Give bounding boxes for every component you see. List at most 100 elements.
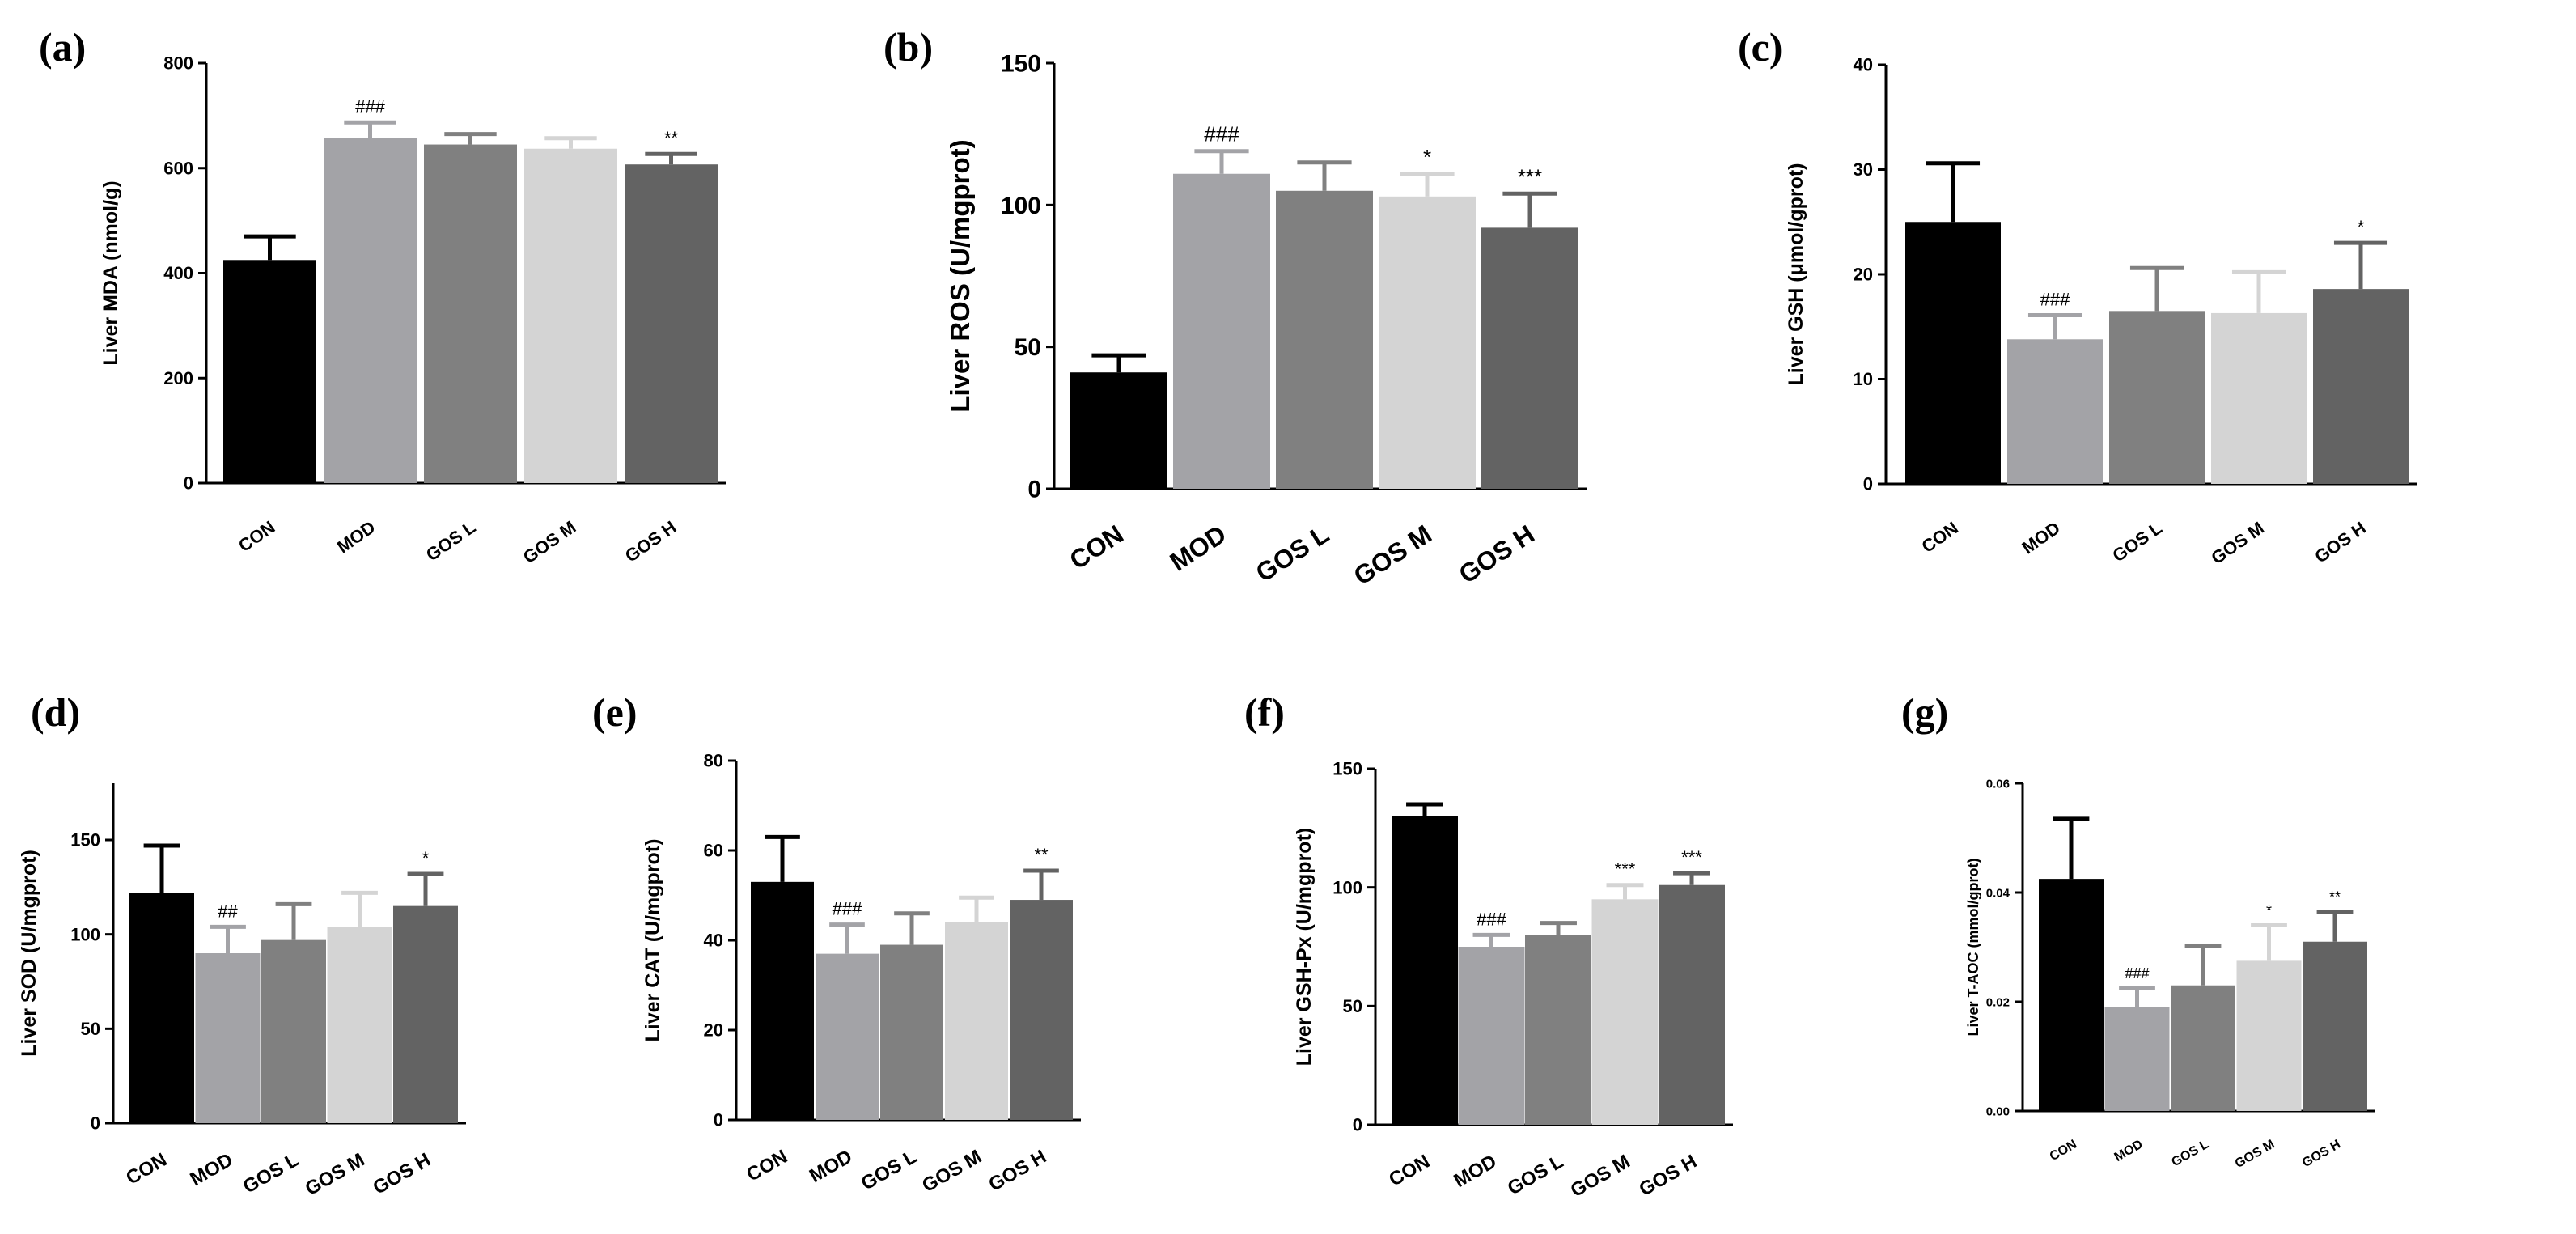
bar xyxy=(393,905,458,1123)
significance-label: * xyxy=(2358,217,2365,237)
y-tick-label: 0.06 xyxy=(1986,777,2010,791)
bar xyxy=(1392,816,1458,1125)
y-tick-label: 40 xyxy=(704,931,723,951)
significance-label: * xyxy=(2266,903,2272,919)
significance-label: ** xyxy=(2329,889,2341,905)
bar xyxy=(1276,190,1373,490)
y-tick-label: 600 xyxy=(163,158,193,178)
bar xyxy=(129,893,194,1123)
bar xyxy=(2109,311,2205,484)
bar xyxy=(324,138,417,484)
y-axis-label: Liver GSH (μmol/gprot) xyxy=(1785,163,1807,385)
significance-label: *** xyxy=(1615,859,1636,880)
y-axis-label: Liver ROS (U/mgprot) xyxy=(945,139,975,412)
y-axis-label: Liver SOD (U/mgprot) xyxy=(18,850,40,1057)
category-label: GOS L xyxy=(422,517,479,566)
category-label: GOS H xyxy=(985,1146,1050,1196)
y-tick-label: 60 xyxy=(704,841,723,861)
category-label: MOD xyxy=(1451,1151,1501,1192)
significance-label: ** xyxy=(664,128,679,148)
bar xyxy=(2303,941,2367,1111)
category-label: CON xyxy=(1385,1151,1434,1191)
panel-label: (b) xyxy=(883,24,933,70)
y-tick-label: 200 xyxy=(163,368,193,388)
bar xyxy=(2039,879,2104,1111)
category-label: GOS L xyxy=(239,1149,303,1198)
significance-label: ### xyxy=(2040,290,2070,310)
bar xyxy=(2171,985,2235,1111)
bar xyxy=(2236,960,2302,1111)
category-label: GOS H xyxy=(2311,518,2369,567)
category-label: MOD xyxy=(333,517,379,558)
chart-panel: (g) 0.00 0.02 0.04 0.06 Liver T-AOC (mmol/gpr… xyxy=(1901,689,2375,1171)
y-tick-label: 30 xyxy=(1854,159,1873,180)
bar xyxy=(327,927,392,1123)
panel-label: (c) xyxy=(1738,24,1783,70)
bar xyxy=(195,953,261,1123)
y-tick-label: 0.00 xyxy=(1986,1105,2010,1118)
category-label: GOS L xyxy=(1251,519,1334,587)
panel-label: (f) xyxy=(1244,689,1285,735)
bar xyxy=(1659,884,1725,1125)
y-tick-label: 40 xyxy=(1854,55,1873,75)
y-axis-label: Liver MDA (nmol/g) xyxy=(100,180,122,365)
y-tick-label: 80 xyxy=(704,751,723,771)
category-label: CON xyxy=(743,1146,791,1186)
significance-label: *** xyxy=(1681,847,1702,867)
y-tick-label: 100 xyxy=(1001,193,1041,219)
category-label: GOS H xyxy=(2300,1138,2343,1171)
significance-label: ## xyxy=(218,901,238,921)
chart-panel: (e) 0 20 40 60 80 Liver CAT (U/mgprot) CON ### MO… xyxy=(592,689,1081,1197)
category-label: GOS H xyxy=(1636,1151,1701,1201)
bar xyxy=(880,944,943,1120)
category-label: CON xyxy=(122,1149,171,1189)
category-label: GOS M xyxy=(1567,1151,1634,1202)
category-label: GOS M xyxy=(2207,518,2267,569)
significance-label: ** xyxy=(1034,845,1049,865)
category-label: GOS H xyxy=(1454,519,1540,589)
significance-label: *** xyxy=(1518,164,1542,189)
y-tick-label: 0 xyxy=(1863,474,1873,494)
y-tick-label: 100 xyxy=(70,924,100,944)
category-label: CON xyxy=(2048,1138,2079,1164)
y-tick-label: 150 xyxy=(1332,759,1362,779)
category-label: GOS L xyxy=(1504,1151,1567,1200)
y-tick-label: 20 xyxy=(1854,265,1873,285)
category-label: GOS L xyxy=(858,1146,921,1195)
category-label: GOS M xyxy=(519,517,579,568)
bar xyxy=(261,939,326,1123)
panel-label: (d) xyxy=(31,689,80,735)
category-label: MOD xyxy=(806,1146,856,1187)
panel-label: (g) xyxy=(1901,689,1948,735)
y-tick-label: 50 xyxy=(1343,996,1362,1016)
category-label: GOS M xyxy=(2233,1138,2277,1171)
bar xyxy=(1525,935,1591,1125)
bar xyxy=(625,164,718,484)
bar xyxy=(2104,1007,2170,1111)
chart-panel: (c) 0 10 20 30 40 Liver GSH (μmol/gprot) CON ###… xyxy=(1738,24,2417,568)
category-label: CON xyxy=(1065,519,1129,575)
bar xyxy=(223,260,316,483)
significance-label: ### xyxy=(355,96,385,117)
y-tick-label: 800 xyxy=(163,53,193,74)
category-label: CON xyxy=(1917,518,1961,558)
y-tick-label: 50 xyxy=(81,1019,100,1039)
category-label: GOS L xyxy=(2108,518,2165,566)
y-tick-label: 20 xyxy=(704,1020,723,1041)
y-tick-label: 0.04 xyxy=(1986,886,2010,900)
significance-label: ### xyxy=(2125,965,2149,982)
y-tick-label: 10 xyxy=(1854,369,1873,389)
category-label: MOD xyxy=(2018,518,2063,558)
bar xyxy=(1379,196,1476,489)
significance-label: * xyxy=(1423,145,1431,169)
panel-label: (e) xyxy=(592,689,638,735)
y-tick-label: 0 xyxy=(91,1113,100,1134)
y-tick-label: 100 xyxy=(1332,877,1362,897)
bar xyxy=(1481,227,1578,489)
category-label: GOS L xyxy=(2169,1138,2211,1170)
chart-panel: (b) 0 50 100 150 Liver ROS (U/mgprot) CON ### MO… xyxy=(883,24,1587,591)
category-label: MOD xyxy=(187,1149,237,1190)
bar xyxy=(2211,312,2307,484)
bar xyxy=(2313,289,2409,484)
y-tick-label: 0 xyxy=(184,473,193,494)
